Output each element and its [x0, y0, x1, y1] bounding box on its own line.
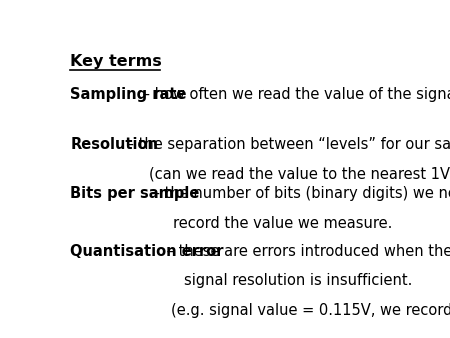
- Text: – the number of bits (binary digits) we need to: – the number of bits (binary digits) we …: [148, 186, 450, 201]
- Text: Sampling rate: Sampling rate: [70, 88, 187, 102]
- Text: – the separation between “levels” for our samples: – the separation between “levels” for ou…: [122, 137, 450, 152]
- Text: – these are errors introduced when the: – these are errors introduced when the: [162, 244, 450, 259]
- Text: Resolution: Resolution: [70, 137, 158, 152]
- Text: – how often we read the value of the signal: – how often we read the value of the sig…: [138, 88, 450, 102]
- Text: signal resolution is insufficient.: signal resolution is insufficient.: [184, 273, 412, 289]
- Text: Bits per sample: Bits per sample: [70, 186, 199, 201]
- Text: Key terms: Key terms: [70, 54, 162, 69]
- Text: record the value we measure.: record the value we measure.: [173, 216, 392, 231]
- Text: (e.g. signal value = 0.115V, we record 0.1V): (e.g. signal value = 0.115V, we record 0…: [171, 304, 450, 318]
- Text: (can we read the value to the nearest 1V, or 0.1V): (can we read the value to the nearest 1V…: [148, 167, 450, 182]
- Text: Quantisation error: Quantisation error: [70, 244, 224, 259]
